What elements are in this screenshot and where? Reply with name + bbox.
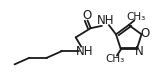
Text: O: O — [141, 27, 150, 40]
Text: O: O — [82, 9, 91, 22]
Text: NH: NH — [97, 14, 115, 27]
Text: NH: NH — [76, 45, 93, 58]
Text: CH₃: CH₃ — [126, 12, 146, 22]
Text: CH₃: CH₃ — [106, 54, 125, 64]
Text: N: N — [135, 45, 143, 58]
